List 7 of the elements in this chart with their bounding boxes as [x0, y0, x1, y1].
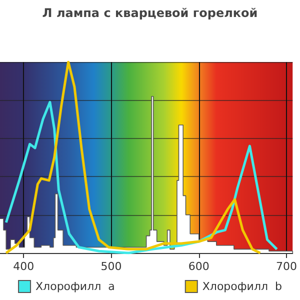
legend-label: Хлорофилл a — [36, 280, 115, 293]
x-tick-label: 400 — [13, 260, 34, 273]
legend-label: Хлорофилл b — [202, 280, 282, 293]
x-tick-label: 500 — [100, 260, 122, 273]
x-tick-label: 600 — [188, 260, 210, 273]
chart-title: Л лампа с кварцевой горелкой — [42, 6, 258, 20]
x-tick-label: 700 — [276, 260, 297, 273]
